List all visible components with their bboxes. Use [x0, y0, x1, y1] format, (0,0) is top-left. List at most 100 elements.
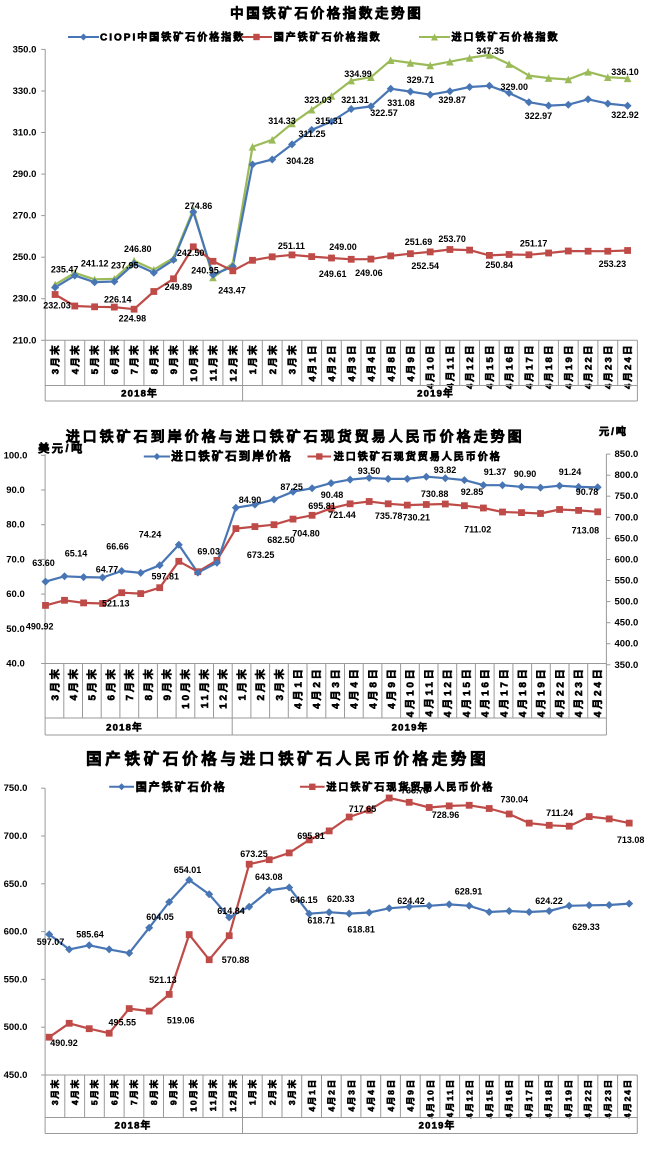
- svg-text:347.35: 347.35: [476, 46, 504, 56]
- svg-text:进口铁矿石现货贸易人民币价格: 进口铁矿石现货贸易人民币价格: [326, 780, 494, 793]
- svg-text:728.96: 728.96: [432, 810, 460, 820]
- svg-text:4月10日: 4月10日: [426, 343, 437, 389]
- svg-text:2月末: 2月末: [267, 343, 279, 374]
- svg-text:650.0: 650.0: [4, 879, 28, 890]
- svg-text:4月23日: 4月23日: [603, 343, 614, 389]
- svg-text:4月15日: 4月15日: [485, 343, 496, 389]
- svg-text:4月22日: 4月22日: [583, 1078, 593, 1118]
- svg-text:450.0: 450.0: [4, 1070, 28, 1081]
- svg-text:490.92: 490.92: [26, 622, 54, 632]
- svg-text:4月17日: 4月17日: [524, 343, 535, 389]
- svg-text:10月末: 10月末: [188, 1078, 198, 1112]
- svg-text:4月2日: 4月2日: [327, 343, 338, 381]
- svg-text:570.88: 570.88: [222, 955, 250, 965]
- svg-text:4月19日: 4月19日: [564, 343, 575, 389]
- svg-text:250.0: 250.0: [13, 252, 37, 263]
- svg-text:60.0: 60.0: [6, 589, 25, 600]
- svg-text:4月22日: 4月22日: [554, 667, 566, 718]
- svg-text:735.78: 735.78: [375, 511, 403, 521]
- svg-text:646.15: 646.15: [290, 895, 318, 905]
- svg-text:4月2日: 4月2日: [311, 667, 323, 709]
- svg-text:4月末: 4月末: [67, 667, 80, 701]
- svg-text:400.0: 400.0: [615, 639, 639, 650]
- svg-text:711.24: 711.24: [546, 808, 573, 818]
- svg-text:3月末: 3月末: [273, 667, 286, 701]
- svg-text:11月末: 11月末: [208, 1078, 218, 1111]
- svg-text:4月18日: 4月18日: [544, 1078, 554, 1118]
- svg-text:4月12日: 4月12日: [465, 343, 476, 389]
- svg-text:224.98: 224.98: [119, 314, 147, 324]
- svg-text:4月3日: 4月3日: [347, 343, 358, 381]
- svg-text:624.22: 624.22: [535, 896, 563, 906]
- svg-text:2019年: 2019年: [392, 722, 429, 734]
- svg-text:618.71: 618.71: [307, 916, 335, 926]
- svg-text:450.0: 450.0: [615, 618, 639, 629]
- svg-text:290.0: 290.0: [13, 169, 37, 180]
- svg-text:6月末: 6月末: [104, 667, 117, 701]
- svg-text:618.81: 618.81: [347, 925, 375, 935]
- svg-text:10月末: 10月末: [179, 667, 192, 709]
- svg-text:4月10日: 4月10日: [405, 667, 417, 718]
- svg-text:90.48: 90.48: [321, 490, 344, 500]
- svg-text:624.42: 624.42: [397, 896, 425, 906]
- svg-text:251.69: 251.69: [405, 237, 433, 247]
- svg-text:315.31: 315.31: [315, 116, 343, 126]
- svg-text:2018年: 2018年: [115, 1120, 152, 1132]
- svg-text:730.04: 730.04: [501, 795, 529, 805]
- svg-text:9月末: 9月末: [161, 667, 174, 701]
- svg-text:70.0: 70.0: [6, 554, 25, 565]
- svg-text:4月19日: 4月19日: [536, 667, 548, 718]
- svg-text:4月1日: 4月1日: [307, 1078, 317, 1112]
- svg-text:700.0: 700.0: [4, 831, 28, 842]
- svg-text:600.0: 600.0: [615, 555, 639, 566]
- svg-text:695.81: 695.81: [308, 501, 336, 511]
- svg-text:322.57: 322.57: [370, 108, 398, 118]
- svg-text:682.50: 682.50: [267, 535, 295, 545]
- svg-text:550.0: 550.0: [4, 974, 28, 985]
- svg-text:4月16日: 4月16日: [505, 343, 516, 389]
- svg-text:643.08: 643.08: [255, 872, 283, 882]
- svg-text:65.14: 65.14: [65, 549, 88, 559]
- svg-text:270.0: 270.0: [13, 211, 37, 222]
- svg-text:3月末: 3月末: [50, 343, 62, 374]
- svg-text:74.24: 74.24: [139, 530, 162, 540]
- svg-text:4月12日: 4月12日: [465, 1078, 475, 1118]
- svg-text:614.84: 614.84: [217, 906, 245, 916]
- svg-text:304.28: 304.28: [286, 156, 314, 166]
- svg-text:4月2日: 4月2日: [327, 1078, 337, 1112]
- svg-text:550.0: 550.0: [615, 576, 639, 587]
- svg-text:500.0: 500.0: [615, 597, 639, 608]
- svg-text:4月末: 4月末: [69, 343, 81, 374]
- svg-text:500.0: 500.0: [4, 1022, 28, 1033]
- svg-text:84.90: 84.90: [239, 495, 262, 505]
- svg-text:249.89: 249.89: [165, 282, 193, 292]
- svg-text:250.84: 250.84: [485, 260, 513, 270]
- svg-text:进口铁矿石现货贸易人民币价格: 进口铁矿石现货贸易人民币价格: [334, 450, 502, 463]
- svg-text:4月16日: 4月16日: [480, 667, 492, 718]
- svg-text:237.95: 237.95: [111, 261, 139, 271]
- svg-text:国产铁矿石价格: 国产铁矿石价格: [136, 779, 227, 793]
- svg-text:5月末: 5月末: [90, 1078, 100, 1105]
- svg-text:4月9日: 4月9日: [386, 667, 398, 709]
- svg-text:1月末: 1月末: [247, 343, 259, 374]
- svg-text:750.0: 750.0: [4, 783, 28, 794]
- svg-text:3月末: 3月末: [287, 343, 299, 374]
- svg-text:80.0: 80.0: [6, 520, 25, 531]
- svg-text:4月12日: 4月12日: [442, 667, 454, 718]
- svg-text:274.86: 274.86: [185, 201, 213, 211]
- svg-text:730.21: 730.21: [403, 513, 431, 523]
- svg-text:246.80: 246.80: [124, 244, 152, 254]
- svg-text:4月1日: 4月1日: [293, 667, 305, 709]
- svg-text:314.33: 314.33: [268, 116, 296, 126]
- svg-text:91.37: 91.37: [484, 467, 507, 477]
- svg-text:4月4日: 4月4日: [349, 667, 361, 709]
- svg-text:2019年: 2019年: [417, 388, 454, 400]
- svg-text:4月22日: 4月22日: [584, 343, 595, 389]
- svg-text:521.13: 521.13: [102, 599, 130, 609]
- svg-text:7月末: 7月末: [129, 343, 141, 374]
- svg-text:8月末: 8月末: [148, 343, 160, 374]
- svg-text:中国铁矿石价格指数走势图: 中国铁矿石价格指数走势图: [230, 5, 423, 21]
- svg-text:4月18日: 4月18日: [517, 667, 529, 718]
- svg-text:12月末: 12月末: [228, 1078, 238, 1112]
- svg-text:735.78: 735.78: [401, 786, 429, 796]
